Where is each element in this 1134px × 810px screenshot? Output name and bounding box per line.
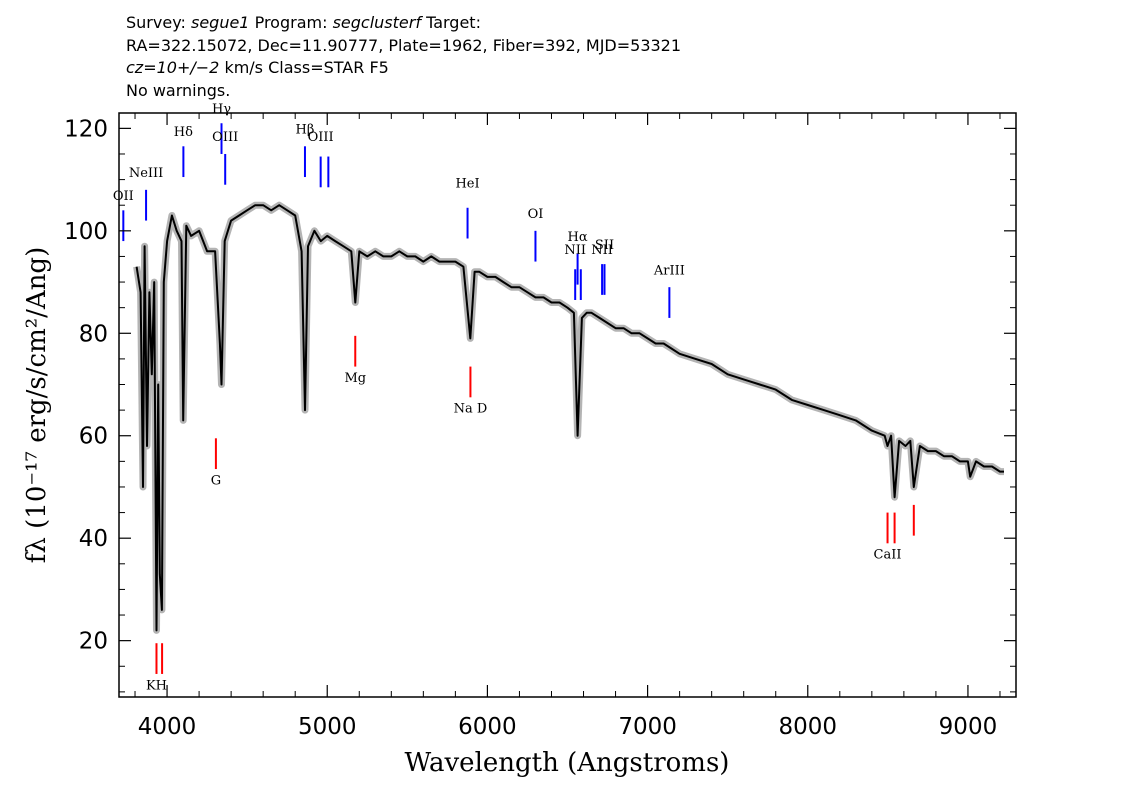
y-tick-label: 120	[64, 116, 108, 142]
survey-label: Survey:	[126, 13, 186, 32]
line-label-g: G	[211, 473, 221, 488]
x-tick-label: 9000	[939, 714, 998, 740]
line-label-oiii: OIII	[212, 130, 238, 145]
line-label-h-: Hα	[568, 230, 588, 245]
line-label-nii: NII	[591, 243, 613, 258]
flux-line	[135, 204, 1004, 632]
line-label-na-d: Na D	[454, 402, 488, 417]
y-tick-label: 80	[79, 321, 108, 347]
axis-ticks: 4000 5000 6000 7000 8000 9000 20 40 60 80 100 120	[64, 113, 1016, 740]
x-axis-title: Wavelength (Angstroms)	[405, 748, 730, 778]
line-label-oii: OII	[113, 189, 134, 204]
header-line-survey: Survey: segue1 Program: segclusterf Targ…	[126, 12, 681, 35]
y-tick-label: 100	[64, 219, 108, 245]
line-label-ariii: ArIII	[653, 263, 685, 278]
spectrum-header: Survey: segue1 Program: segclusterf Targ…	[126, 12, 681, 102]
y-tick-label: 40	[79, 526, 108, 552]
line-label-nii: NII	[564, 243, 586, 258]
plot-frame	[118, 112, 1017, 698]
program-label: Program:	[254, 13, 328, 32]
x-tick-label: 4000	[138, 714, 197, 740]
line-label-sii: SII	[595, 238, 614, 253]
header-line-redshift: cz=10+/−2 km/s Class=STAR F5	[126, 57, 681, 80]
line-label-h-: Hδ	[174, 125, 193, 140]
line-label-h-: Hγ	[212, 102, 231, 117]
line-label-hei: HeI	[455, 176, 479, 191]
x-tick-label: 7000	[618, 714, 677, 740]
survey-value: segue1	[190, 13, 250, 32]
spectrum-layer	[135, 204, 1004, 632]
line-label-kh: KH	[146, 678, 167, 693]
line-label-neiii: NeIII	[129, 166, 163, 181]
x-tick-label: 5000	[298, 714, 357, 740]
line-label-oiii: OIII	[308, 130, 334, 145]
redshift-class: km/s Class=STAR F5	[224, 58, 389, 77]
header-line-warnings: No warnings.	[126, 80, 231, 100]
line-label-caii: CaII	[874, 548, 902, 563]
redshift-value: cz=10+/−2	[126, 58, 220, 77]
x-tick-label: 8000	[778, 714, 837, 740]
line-marker-layer: OIINeIIIHδHγOIIIHβOIIIHeIOINIIHαNIISIIAr…	[113, 102, 915, 693]
y-axis-title: fλ (10⁻¹⁷ erg/s/cm²/Ang)	[22, 247, 52, 563]
y-tick-label: 20	[79, 629, 108, 655]
y-tick-label: 60	[79, 424, 108, 450]
flux-error-band	[133, 201, 1004, 634]
header-line-coordinates: RA=322.15072, Dec=11.90777, Plate=1962, …	[126, 35, 682, 55]
line-label-h-: Hβ	[296, 122, 315, 137]
line-label-mg: Mg	[344, 371, 366, 386]
target-label: Target:	[426, 13, 481, 32]
x-tick-label: 6000	[458, 714, 517, 740]
line-label-oi: OI	[528, 207, 544, 222]
program-value: segclusterf	[332, 13, 421, 32]
error-band-layer	[133, 201, 1004, 634]
